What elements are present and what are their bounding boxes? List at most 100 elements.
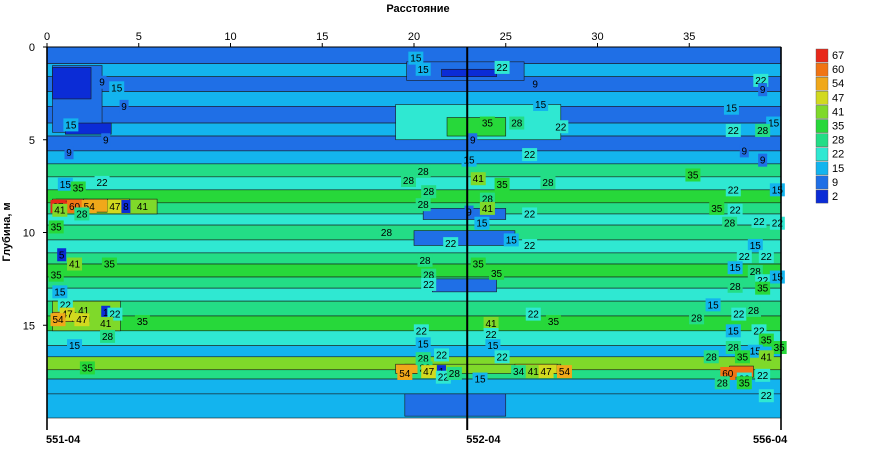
contour-label-text: 28 — [418, 354, 430, 365]
contour-label-text: 15 — [111, 83, 123, 94]
contour-label-text: 9 — [99, 78, 105, 89]
contour-label-bg — [503, 233, 519, 247]
contour-label-bg — [522, 207, 538, 221]
contour-label-text: 22 — [109, 310, 121, 321]
contour-label-89: 35 — [134, 315, 150, 329]
contour-label-text: 22 — [772, 219, 784, 230]
contour-label-bg — [415, 198, 431, 212]
legend-swatch-41 — [815, 105, 829, 119]
contour-label-bg — [121, 200, 131, 214]
contour-label-59: 15 — [503, 233, 519, 247]
contour-label-text: 28 — [381, 228, 393, 239]
contour-label-text: 15 — [418, 65, 430, 76]
contour-label-14: 22 — [553, 120, 569, 134]
contour-label-text: 15 — [730, 263, 742, 274]
contour-label-50: 35 — [709, 201, 725, 215]
legend-label-67: 67 — [832, 50, 844, 62]
contour-label-text: 28 — [449, 369, 461, 380]
contour-label-bg — [525, 307, 541, 321]
contour-label-83: 1 — [101, 305, 111, 319]
contour-label-47: 9 — [464, 205, 474, 219]
contour-label-text: 35 — [757, 284, 769, 295]
contour-label-bg — [415, 62, 431, 76]
contour-label-bg — [134, 200, 150, 214]
contour-label-64: 5 — [57, 248, 67, 262]
contour-label-bg — [689, 311, 705, 325]
contour-label-text: 28 — [419, 256, 431, 267]
contour-label-bg — [771, 341, 787, 355]
contour-label-bg — [553, 120, 569, 134]
contour-label-text: 22 — [733, 310, 745, 321]
contour-label-text: 28 — [423, 187, 435, 198]
layer-band-7 — [46, 150, 782, 165]
contour-label-text: 15 — [65, 120, 77, 131]
contour-label-bg — [722, 216, 738, 230]
contour-label-bg — [415, 337, 431, 351]
legend-label-22: 22 — [832, 149, 844, 161]
contour-label-bg — [556, 365, 572, 379]
contour-label-129: 28 — [714, 376, 730, 390]
contour-label-53: 15 — [474, 216, 490, 230]
contour-label-text: 9 — [66, 148, 72, 159]
contour-label-text: 15 — [487, 341, 499, 352]
contour-label-bg — [758, 389, 774, 403]
contour-label-text: 35 — [761, 336, 773, 347]
contour-label-text: 41 — [473, 174, 485, 185]
well-name-552-04: 552-04 — [466, 434, 501, 446]
legend-label-54: 54 — [832, 78, 844, 90]
contour-label-49: 22 — [522, 207, 538, 221]
contour-label-text: 22 — [486, 330, 498, 341]
contour-label-text: 22 — [60, 300, 72, 311]
contour-label-bg — [727, 203, 743, 217]
contour-label-98: 28 — [100, 329, 116, 343]
contour-label-bg — [709, 201, 725, 215]
contour-label-bg — [100, 329, 116, 343]
contour-label-bg — [725, 183, 741, 197]
contour-label-bg — [415, 164, 431, 178]
contour-label-bg — [74, 207, 90, 221]
contour-label-23: 9 — [739, 144, 749, 158]
legend-swatch-67 — [815, 48, 829, 63]
contour-label-text: 28 — [542, 178, 554, 189]
legend-swatch-28 — [815, 133, 829, 147]
contour-label-text: 15 — [772, 185, 784, 196]
contour-label-bg — [723, 101, 739, 115]
contour-label-text: 35 — [548, 317, 560, 328]
contour-label-text: 9 — [532, 80, 538, 91]
contour-label-54: 28 — [722, 216, 738, 230]
contour-label-bg — [52, 285, 68, 299]
contour-label-66: 35 — [101, 257, 117, 271]
contour-label-bg — [751, 214, 767, 228]
value-patch-12 — [422, 208, 507, 220]
contour-label-text: 41 — [486, 319, 498, 330]
contour-label-text: 35 — [482, 119, 494, 130]
contour-label-text: 35 — [51, 271, 63, 282]
contour-label-bg — [725, 123, 741, 137]
contour-label-text: 28 — [482, 195, 494, 206]
contour-label-52: 35 — [48, 220, 64, 234]
contour-label-bg — [483, 328, 499, 342]
contour-label-42: 8 — [121, 200, 131, 214]
contour-label-text: 41 — [78, 306, 90, 317]
contour-label-bg — [70, 181, 86, 195]
contour-label-text: 9 — [742, 146, 748, 157]
contour-label-bg — [747, 238, 763, 252]
contour-label-31: 28 — [400, 174, 416, 188]
legend-swatch-15 — [815, 161, 829, 176]
contour-label-bg — [755, 281, 771, 295]
contour-label-text: 22 — [739, 252, 751, 263]
contour-label-16: 22 — [725, 123, 741, 137]
contour-label-text: 15 — [60, 180, 72, 191]
contour-label-99: 15 — [725, 324, 741, 338]
contour-label-33: 28 — [540, 175, 556, 189]
contour-label-bg — [727, 261, 743, 275]
contour-label-67: 28 — [417, 253, 433, 267]
contour-label-text: 41 — [137, 202, 149, 213]
contour-label-78: 35 — [755, 281, 771, 295]
contour-label-88: 41 — [98, 316, 114, 330]
contour-label-108: 22 — [494, 350, 510, 364]
x-tick-label: 10 — [224, 31, 236, 43]
contour-label-text: 54 — [84, 202, 96, 213]
contour-label-121: 15 — [472, 372, 488, 386]
contour-label-bg — [745, 303, 761, 317]
